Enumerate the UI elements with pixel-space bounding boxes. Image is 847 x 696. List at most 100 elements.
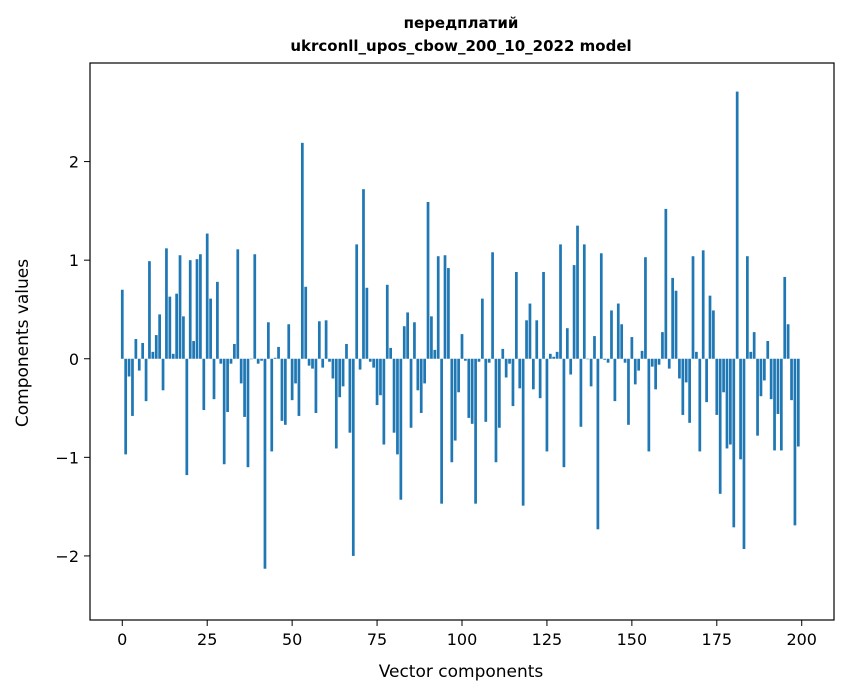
bar-163: [674, 290, 678, 359]
bar-172: [705, 358, 708, 403]
bar-148: [623, 358, 627, 363]
bar-121: [531, 358, 535, 390]
bar-65: [341, 358, 345, 387]
bar-51: [294, 358, 297, 384]
bar-79: [389, 347, 393, 359]
x-tick-label-75: 75: [367, 630, 387, 649]
bar-152: [637, 358, 641, 371]
bar-94: [440, 358, 443, 504]
bar-96: [447, 268, 450, 359]
bar-184: [746, 256, 749, 359]
bar-164: [678, 358, 681, 379]
bar-156: [650, 358, 654, 367]
bar-100: [460, 334, 464, 359]
plot-frame: [89, 62, 835, 621]
bar-168: [691, 256, 695, 359]
y-axis-label: Components values: [13, 259, 33, 427]
bar-173: [708, 295, 712, 359]
bar-47: [280, 358, 284, 421]
bar-28: [216, 281, 219, 359]
bar-77: [382, 358, 386, 445]
bar-8: [148, 261, 151, 359]
bar-83: [402, 326, 406, 359]
bar-46: [277, 346, 280, 359]
bar-166: [684, 358, 688, 383]
x-tick-label-50: 50: [282, 630, 302, 649]
bar-159: [661, 332, 664, 359]
bar-114: [508, 358, 511, 364]
bar-27: [212, 358, 216, 400]
bar-12: [161, 358, 165, 391]
bar-76: [379, 358, 382, 396]
bar-146: [616, 303, 620, 359]
bar-147: [620, 324, 624, 359]
bar-102: [467, 358, 471, 418]
x-tick-label-125: 125: [532, 630, 563, 649]
bar-145: [613, 358, 617, 402]
bar-161: [667, 358, 671, 369]
bar-34: [236, 249, 240, 359]
bar-88: [419, 358, 423, 413]
bar-78: [385, 284, 389, 359]
bar-196: [786, 324, 790, 359]
bar-113: [504, 358, 508, 378]
y-tick-label-1: 1: [69, 251, 79, 270]
bar-7: [144, 358, 148, 402]
bar-142: [603, 358, 607, 360]
bar-120: [528, 303, 532, 359]
bar-167: [688, 358, 691, 423]
bar-122: [535, 320, 539, 359]
bar-60: [324, 320, 328, 359]
bar-106: [481, 298, 484, 359]
bar-150: [630, 337, 634, 359]
bar-17: [178, 255, 182, 359]
bar-54: [304, 286, 308, 359]
bar-186: [752, 332, 756, 359]
bar-153: [640, 350, 644, 359]
bar-170: [698, 358, 702, 452]
bar-174: [712, 310, 715, 359]
bar-73: [368, 358, 372, 362]
bar-92: [433, 349, 437, 359]
bar-111: [498, 358, 501, 428]
bar-44: [270, 358, 274, 452]
bar-67: [348, 358, 352, 433]
bar-157: [654, 358, 657, 390]
bar-180: [732, 358, 736, 528]
bar-116: [515, 272, 518, 359]
bar-63: [334, 358, 338, 449]
bar-103: [470, 358, 474, 424]
bar-193: [776, 358, 780, 414]
bar-179: [729, 358, 732, 445]
bar-104: [474, 358, 477, 504]
bar-185: [749, 351, 753, 359]
bar-183: [742, 358, 746, 550]
y-tick-label-0: 0: [69, 350, 79, 369]
bar-118: [521, 358, 525, 506]
bar-74: [372, 358, 376, 368]
bar-189: [763, 358, 766, 381]
bar-37: [246, 358, 250, 468]
bar-87: [416, 358, 420, 391]
bar-151: [633, 358, 637, 385]
bar-43: [267, 322, 270, 359]
bar-32: [229, 358, 233, 364]
bar-2: [127, 358, 131, 377]
bar-84: [406, 312, 409, 359]
bar-15: [171, 353, 175, 359]
bar-49: [287, 324, 291, 359]
bar-139: [593, 336, 596, 359]
bar-20: [188, 260, 192, 359]
bar-160: [664, 208, 668, 359]
bar-3: [131, 358, 134, 416]
bar-98: [453, 358, 457, 441]
bar-91: [430, 316, 433, 359]
bar-89: [423, 358, 426, 384]
bar-155: [647, 358, 651, 452]
bar-129: [559, 244, 562, 359]
x-tick-label-25: 25: [197, 630, 217, 649]
bar-85: [409, 358, 413, 428]
bar-23: [199, 254, 202, 359]
y-tick-label--2: −2: [55, 547, 79, 566]
bar-95: [443, 255, 447, 359]
